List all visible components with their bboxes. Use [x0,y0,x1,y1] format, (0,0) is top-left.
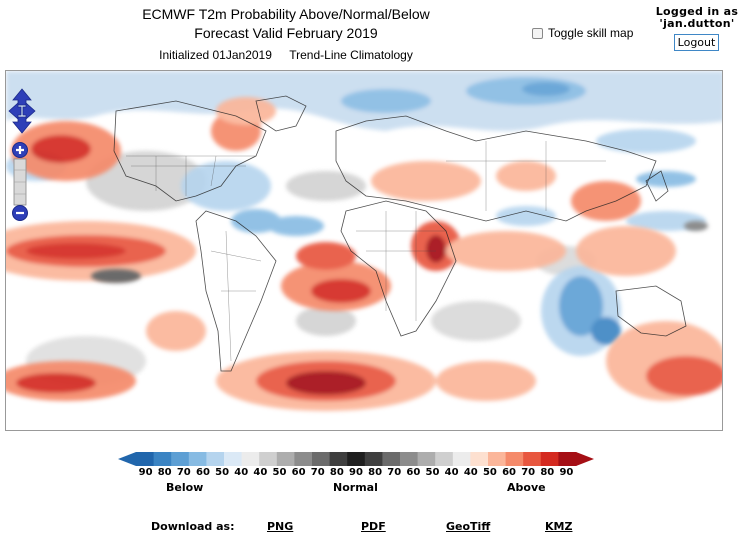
legend-swatch [540,452,559,466]
legend-swatch [312,452,331,466]
initialized-label: Initialized 01Jan2019 [159,48,272,62]
legend-tick-label: 40 [444,467,459,478]
username-label: 'jan.dutton' [659,17,735,30]
legend-swatch [153,452,172,466]
legend-swatch [347,452,366,466]
legend-tick-label: 50 [272,467,287,478]
legend-tick-label: 40 [253,467,268,478]
legend-tick-label: 50 [425,467,440,478]
legend-tick-label: 60 [195,467,210,478]
logged-in-as-label: Logged in as [655,5,739,18]
pan-down-icon[interactable] [12,116,32,134]
legend-tick-label: 80 [368,467,383,478]
download-kmz-link[interactable]: KMZ [545,520,573,533]
legend-swatch [364,452,383,466]
legend-tick-label: 60 [291,467,306,478]
legend-tick-label: 50 [215,467,230,478]
page-title: ECMWF T2m Probability Above/Normal/Below [142,6,430,22]
legend-swatch [382,452,401,466]
title-block: ECMWF T2m Probability Above/Normal/Below… [130,5,442,63]
legend-tick-label: 80 [540,467,555,478]
legend-tick-label: 70 [310,467,325,478]
legend-tick-label: 90 [349,467,363,478]
legend-swatch [505,452,524,466]
forecast-valid-label: Forecast Valid February 2019 [194,25,378,41]
legend-tick-label: 90 [559,467,574,478]
legend-swatch [488,452,507,466]
legend-swatch [435,452,454,466]
legend-swatch [452,452,471,466]
legend-tick-label: 70 [521,467,536,478]
pan-right-icon[interactable] [22,102,36,120]
legend-above-arrow [576,452,594,466]
legend-swatch [294,452,313,466]
legend-tick-label: 50 [482,467,497,478]
download-bar: Download as: PNG PDF GeoTiff KMZ [0,520,744,534]
pan-left-icon[interactable] [8,102,22,120]
legend-swatch [400,452,419,466]
legend-tick-label: 80 [329,467,344,478]
forecast-map[interactable] [5,70,723,431]
legend-colorbar [118,452,594,466]
legend-tick-label: 40 [463,467,478,478]
legend-below-arrow [118,452,136,466]
toggle-skill-map[interactable]: Toggle skill map [532,26,633,40]
legend-swatch [224,452,243,466]
legend-tick-label: 70 [387,467,402,478]
legend-swatch [558,452,577,466]
zoom-in-icon[interactable] [12,142,28,158]
download-png-link[interactable]: PNG [267,520,294,533]
legend-ticks: 90 80 70 60 50 40 40 50 60 70 80 90 80 70 60 50 40 40 50 60… [136,467,576,479]
legend-swatch [206,452,225,466]
map-zoom-control[interactable] [11,142,29,222]
legend-above-label: Above [507,481,546,494]
pan-up-icon[interactable] [12,88,32,106]
login-status: Logged in as 'jan.dutton' [650,6,744,30]
toggle-skill-map-checkbox[interactable] [532,27,543,39]
probability-legend: 90 80 70 60 50 40 40 50 60 70 80 90 80 70 60 50 40 40 50 60… [118,452,594,494]
download-geotiff-link[interactable]: GeoTiff [446,520,491,533]
download-pdf-link[interactable]: PDF [361,520,386,533]
legend-swatch [259,452,278,466]
legend-swatch [188,452,207,466]
subtitle: Initialized 01Jan2019 Trend-Line Climato… [130,47,442,63]
download-label: Download as: [151,520,235,533]
legend-below-label: Below [166,481,204,494]
map-image [6,71,722,430]
legend-swatch [171,452,190,466]
legend-normal-label: Normal [333,481,378,494]
toggle-skill-map-label: Toggle skill map [548,26,634,40]
legend-tick-label: 70 [176,467,191,478]
zoom-out-icon[interactable] [12,205,28,221]
legend-tick-label: 80 [157,467,172,478]
legend-tick-label: 60 [502,467,516,478]
legend-swatch [417,452,436,466]
legend-swatch [276,452,295,466]
legend-tick-label: 60 [406,467,421,478]
legend-swatch [470,452,489,466]
legend-swatch [241,452,260,466]
legend-tick-label: 90 [138,467,153,478]
logout-button[interactable]: Logout [674,34,719,51]
legend-swatch [329,452,348,466]
legend-swatch [523,452,542,466]
legend-swatch [136,452,155,466]
climatology-label: Trend-Line Climatology [289,48,413,62]
map-pan-control[interactable] [8,88,36,139]
legend-tick-label: 40 [234,467,249,478]
